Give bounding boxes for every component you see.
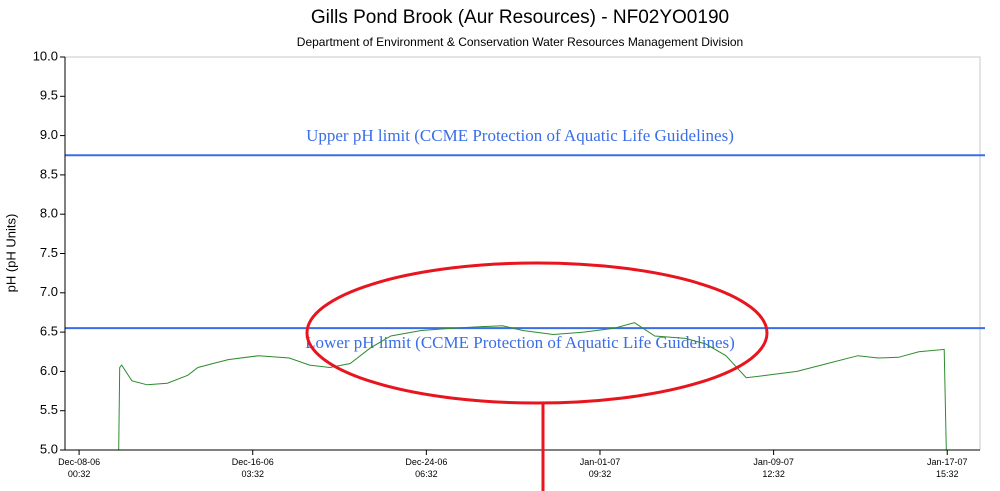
data-line <box>118 322 947 451</box>
x-tick-label: Jan-01-07 09:32 <box>580 457 621 479</box>
y-tick-label: 7.5 <box>40 245 58 260</box>
y-tick-label: 8.5 <box>40 166 58 181</box>
y-tick-label: 8.0 <box>40 206 58 221</box>
x-tick-label: Jan-09-07 12:32 <box>753 457 794 479</box>
reference-label: Lower pH limit (CCME Protection of Aquat… <box>305 333 735 352</box>
y-tick-label: 5.5 <box>40 402 58 417</box>
plot-frame <box>64 56 981 451</box>
x-tick-label: Dec-16-06 03:32 <box>232 457 274 479</box>
y-axis-label: pH (pH Units) <box>3 214 18 293</box>
x-tick-label: Dec-08-06 00:32 <box>58 457 100 479</box>
y-tick-label: 7.0 <box>40 284 58 299</box>
y-tick-label: 10.0 <box>33 48 58 63</box>
x-tick-label: Dec-24-06 06:32 <box>405 457 447 479</box>
x-tick-label: Jan-17-07 15:32 <box>927 457 968 479</box>
y-tick-label: 6.0 <box>40 363 58 378</box>
highlight-ellipse <box>305 261 769 405</box>
y-tick-label: 9.5 <box>40 88 58 103</box>
reference-label: Upper pH limit (CCME Protection of Aquat… <box>306 126 734 145</box>
y-tick-label: 6.5 <box>40 324 58 339</box>
y-tick-label: 9.0 <box>40 127 58 142</box>
chart-title: Gills Pond Brook (Aur Resources) - NF02Y… <box>311 7 729 28</box>
y-tick-label: 5.0 <box>40 441 58 456</box>
chart-subtitle: Department of Environment & Conservation… <box>297 35 743 49</box>
plot-layer: Upper pH limit (CCME Protection of Aquat… <box>65 126 985 451</box>
